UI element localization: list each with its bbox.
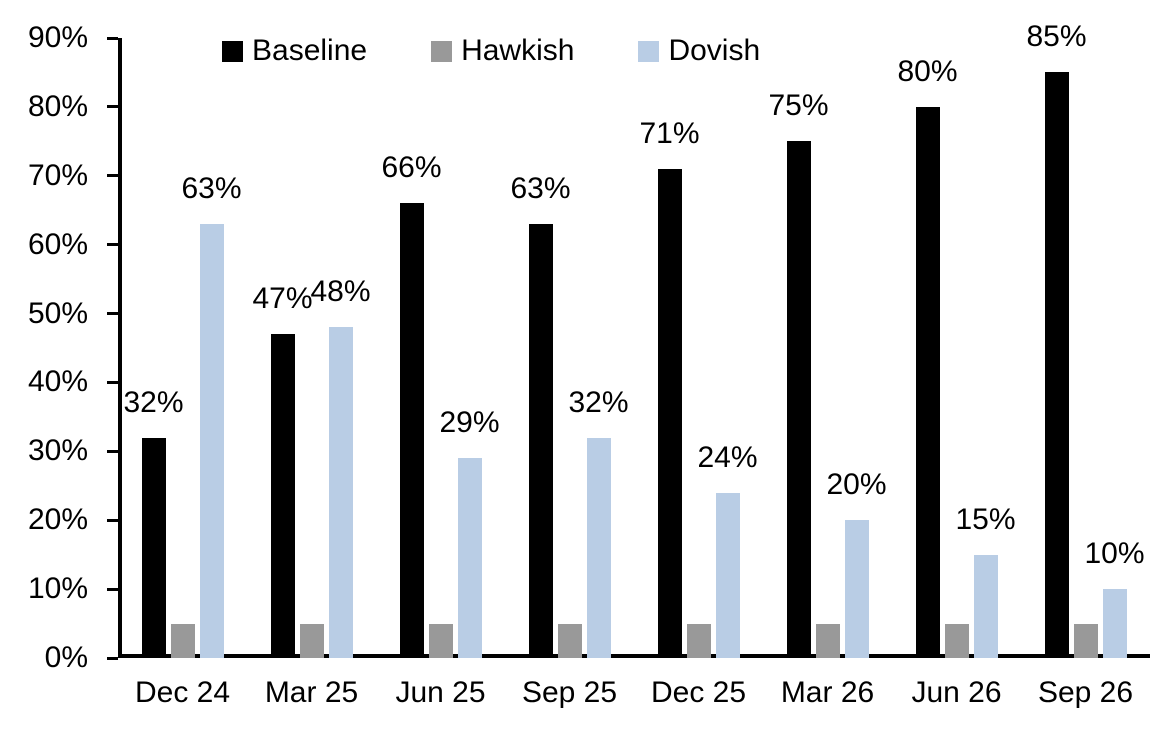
bar-hawkish-mar-26 bbox=[815, 623, 840, 658]
y-axis-tick-label: 90% bbox=[27, 21, 88, 54]
y-axis-tick-label: 70% bbox=[27, 158, 88, 192]
bar-hawkish-sep-26 bbox=[1073, 623, 1098, 658]
bar-hawkish-mar-25 bbox=[299, 623, 324, 658]
bar-hawkish-jun-26 bbox=[944, 623, 969, 658]
bar-baseline-dec-24 bbox=[141, 437, 166, 658]
bar-dovish-dec-25 bbox=[715, 492, 740, 658]
bar-baseline-mar-26 bbox=[786, 141, 811, 658]
y-axis-tick bbox=[107, 312, 118, 316]
y-axis-tick bbox=[107, 36, 118, 40]
bar-label-dovish-mar-26: 20% bbox=[826, 468, 887, 502]
bar-hawkish-dec-24 bbox=[170, 623, 195, 658]
y-axis-tick-label: 20% bbox=[27, 503, 88, 537]
y-axis-tick bbox=[107, 380, 118, 384]
x-axis-label-sep-25: Sep 25 bbox=[521, 676, 618, 709]
x-axis-label-jun-25: Jun 25 bbox=[395, 676, 486, 709]
bar-label-baseline-jun-26: 80% bbox=[897, 54, 958, 88]
bar-label-dovish-sep-26: 10% bbox=[1084, 537, 1145, 571]
y-axis-tick bbox=[107, 587, 118, 591]
bar-label-dovish-sep-25: 32% bbox=[568, 385, 629, 419]
y-axis-tick-label: 60% bbox=[27, 227, 88, 261]
bar-label-baseline-jun-25: 66% bbox=[381, 151, 442, 185]
x-axis-label-dec-25: Dec 25 bbox=[650, 676, 747, 709]
bar-hawkish-dec-25 bbox=[686, 623, 711, 658]
bar-dovish-jun-26 bbox=[973, 554, 998, 658]
bar-dovish-mar-26 bbox=[844, 520, 869, 658]
bar-label-baseline-mar-26: 75% bbox=[768, 89, 829, 123]
y-axis-tick-label: 10% bbox=[27, 572, 88, 606]
legend-item-dovish: Dovish bbox=[638, 34, 760, 68]
y-axis-tick bbox=[107, 243, 118, 247]
x-axis-label-sep-26: Sep 26 bbox=[1037, 676, 1134, 709]
bar-label-baseline-mar-25: 47% bbox=[252, 282, 313, 316]
y-axis-tick-label: 30% bbox=[27, 434, 88, 468]
x-axis-label-mar-25: Mar 25 bbox=[264, 676, 359, 709]
bar-dovish-jun-25 bbox=[457, 458, 482, 658]
bar-label-baseline-dec-25: 71% bbox=[639, 116, 700, 150]
legend-label: Dovish bbox=[668, 34, 761, 67]
legend-label: Hawkish bbox=[461, 34, 575, 67]
bar-label-dovish-dec-25: 24% bbox=[697, 440, 758, 474]
bar-baseline-jun-25 bbox=[399, 203, 424, 658]
bar-hawkish-sep-25 bbox=[557, 623, 582, 658]
x-axis-label-jun-26: Jun 26 bbox=[911, 676, 1002, 709]
chart-legend: Baseline Hawkish Dovish bbox=[222, 34, 760, 68]
bar-baseline-mar-25 bbox=[270, 334, 295, 658]
y-axis-tick bbox=[107, 449, 118, 453]
bar-dovish-sep-26 bbox=[1102, 589, 1127, 658]
legend-item-hawkish: Hawkish bbox=[431, 34, 574, 68]
y-axis-tick-label: 80% bbox=[27, 89, 88, 123]
legend-swatch-icon bbox=[638, 40, 660, 62]
y-axis-tick bbox=[107, 656, 118, 660]
bar-dovish-dec-24 bbox=[199, 224, 224, 658]
bar-label-dovish-dec-24: 63% bbox=[181, 172, 242, 205]
bar-label-dovish-mar-25: 48% bbox=[310, 275, 371, 309]
bar-label-baseline-sep-26: 85% bbox=[1026, 20, 1087, 54]
y-axis-tick-label: 50% bbox=[27, 296, 88, 330]
bar-dovish-mar-25 bbox=[328, 327, 353, 658]
y-axis-tick bbox=[107, 518, 118, 522]
bar-label-baseline-sep-25: 63% bbox=[510, 172, 571, 205]
bar-label-dovish-jun-25: 29% bbox=[439, 406, 500, 440]
legend-swatch-icon bbox=[222, 40, 243, 62]
x-axis-label-mar-26: Mar 26 bbox=[780, 676, 875, 709]
x-axis-label-dec-24: Dec 24 bbox=[134, 676, 231, 709]
bar-label-baseline-dec-24: 32% bbox=[123, 385, 184, 419]
bar-baseline-sep-26 bbox=[1044, 72, 1069, 658]
bar-hawkish-jun-25 bbox=[428, 623, 453, 658]
plot-area bbox=[118, 38, 1150, 658]
legend-label: Baseline bbox=[252, 34, 368, 67]
legend-item-baseline: Baseline bbox=[222, 34, 367, 68]
bar-baseline-sep-25 bbox=[528, 224, 553, 658]
y-axis-tick-label: 0% bbox=[44, 641, 88, 674]
legend-swatch-icon bbox=[431, 40, 453, 62]
bar-dovish-sep-25 bbox=[586, 437, 611, 658]
bar-baseline-jun-26 bbox=[915, 106, 940, 658]
y-axis-tick-label: 40% bbox=[27, 365, 88, 399]
bar-label-dovish-jun-26: 15% bbox=[955, 502, 1016, 536]
y-axis-tick bbox=[107, 174, 118, 178]
bar-baseline-dec-25 bbox=[657, 168, 682, 658]
y-axis-tick bbox=[107, 105, 118, 109]
